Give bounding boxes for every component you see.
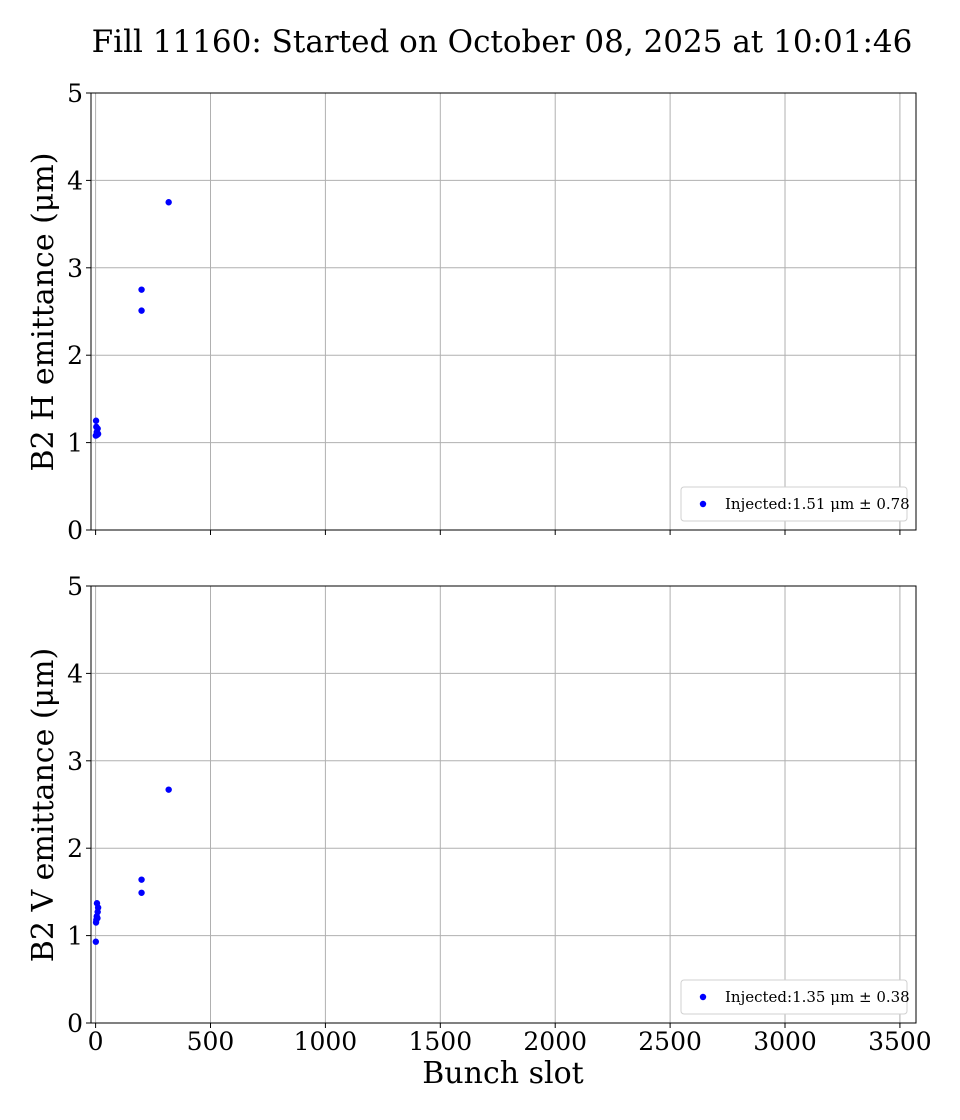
y-tick-label: 5 [67, 572, 83, 601]
data-point [94, 425, 101, 432]
y-tick-label: 4 [67, 166, 83, 195]
y-tick-label: 3 [67, 254, 83, 283]
legend-marker [699, 500, 707, 508]
legend-entry: Injected:1.35 μm ± 0.38 [725, 988, 910, 1006]
x-tick-label: 3000 [753, 1027, 817, 1056]
data-point [92, 417, 100, 424]
x-tick-label: 500 [187, 1027, 235, 1056]
y-tick-label: 1 [67, 429, 83, 458]
panel-b2-h-emittance: 0 1 2 3 4 5 B2 H emittance (μm) Injected:1.51 μ… [26, 79, 917, 545]
x-tick-label: 3500 [868, 1027, 932, 1056]
y-tick-label: 2 [67, 341, 83, 370]
y-tick-label: 2 [67, 834, 83, 863]
legend-entry: Injected:1.51 μm ± 0.78 [725, 495, 910, 513]
data-point [92, 938, 100, 945]
x-tick-label: 0 [88, 1027, 104, 1056]
data-point [94, 914, 101, 922]
x-tick-label: 1000 [294, 1027, 358, 1056]
panel-b2-v-emittance: 0 500 1000 1500 2000 2500 3000 3500 0 1 2 3 4 5 B2 V e… [26, 572, 932, 1056]
x-tick-label: 2500 [638, 1027, 702, 1056]
plot-frame [90, 585, 917, 1024]
data-point [138, 286, 145, 293]
y-tick-label: 4 [67, 659, 83, 688]
data-point [165, 786, 172, 793]
data-point [138, 889, 145, 896]
y-axis-label: B2 V emittance (μm) [26, 648, 61, 962]
y-tick-label: 1 [67, 922, 83, 951]
plot-frame [90, 92, 917, 531]
data-point [165, 199, 172, 206]
legend-box [680, 979, 908, 1015]
chart-title: Fill 11160: Started on October 08, 2025 … [92, 24, 913, 60]
y-tick-label: 0 [67, 1009, 83, 1038]
y-tick-label: 5 [67, 79, 83, 108]
legend-box [680, 486, 908, 522]
data-point [138, 307, 145, 314]
x-axis-label: Bunch slot [422, 1056, 583, 1091]
y-tick-label: 0 [67, 516, 83, 545]
y-tick-label: 3 [67, 747, 83, 776]
x-tick-label: 2000 [523, 1027, 587, 1056]
data-point [138, 876, 145, 883]
data-point [94, 904, 102, 911]
y-axis-label: B2 H emittance (μm) [26, 153, 61, 472]
x-tick-label: 1500 [408, 1027, 472, 1056]
data-point [94, 430, 102, 438]
legend-marker [699, 993, 707, 1001]
